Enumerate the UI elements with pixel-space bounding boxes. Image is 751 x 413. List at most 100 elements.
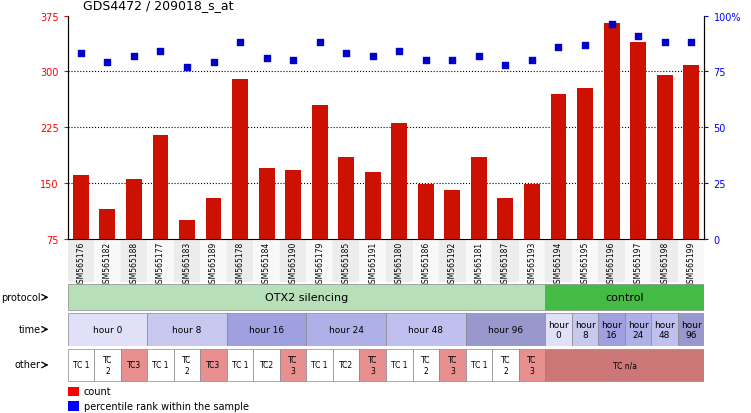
Text: TC 1: TC 1 — [471, 361, 487, 370]
Text: GSM565185: GSM565185 — [342, 241, 351, 287]
Point — [446, 58, 458, 64]
Point — [366, 53, 379, 60]
Point — [420, 58, 432, 64]
Bar — [333, 349, 360, 381]
Bar — [651, 313, 678, 346]
Bar — [306, 313, 386, 346]
Bar — [227, 313, 306, 346]
Bar — [201, 349, 227, 381]
Text: TC
3: TC 3 — [448, 356, 457, 375]
Bar — [466, 313, 545, 346]
Bar — [68, 17, 94, 282]
Bar — [683, 66, 699, 295]
Point — [685, 40, 697, 47]
Point — [181, 64, 193, 71]
Bar — [492, 17, 519, 282]
Bar — [545, 313, 572, 346]
Bar — [418, 185, 434, 295]
Bar — [68, 285, 545, 311]
Point — [526, 58, 538, 64]
Bar — [466, 17, 492, 282]
Bar — [386, 349, 412, 381]
Bar — [391, 124, 407, 295]
Point — [155, 49, 167, 55]
Bar — [173, 17, 201, 282]
Bar — [412, 17, 439, 282]
Bar — [678, 313, 704, 346]
Bar — [545, 349, 704, 381]
Bar — [360, 349, 386, 381]
Bar — [312, 106, 327, 295]
Bar — [94, 17, 121, 282]
Bar — [152, 135, 168, 295]
Bar — [227, 17, 253, 282]
Text: GSM565197: GSM565197 — [634, 241, 643, 287]
Bar — [625, 17, 651, 282]
Bar — [147, 17, 173, 282]
Bar — [227, 349, 253, 381]
Text: hour 8: hour 8 — [172, 325, 202, 334]
Bar — [545, 285, 704, 311]
Text: TC
2: TC 2 — [182, 356, 192, 375]
Bar — [439, 17, 466, 282]
Text: TC3: TC3 — [207, 361, 221, 370]
Text: GSM565196: GSM565196 — [607, 241, 616, 287]
Bar — [572, 17, 599, 282]
Point — [261, 55, 273, 62]
Bar — [253, 349, 280, 381]
Bar — [599, 17, 625, 282]
Point — [128, 53, 140, 60]
Text: hour 0: hour 0 — [92, 325, 122, 334]
Point — [207, 60, 219, 66]
Text: GSM565179: GSM565179 — [315, 241, 324, 287]
Bar — [577, 88, 593, 295]
Point — [340, 51, 352, 58]
Bar — [121, 17, 147, 282]
Bar — [471, 157, 487, 295]
Bar — [519, 17, 545, 282]
Bar — [439, 349, 466, 381]
Text: GSM565184: GSM565184 — [262, 241, 271, 287]
Bar — [445, 191, 460, 295]
Text: GSM565182: GSM565182 — [103, 241, 112, 287]
Text: GSM565195: GSM565195 — [581, 241, 590, 287]
Text: GSM565192: GSM565192 — [448, 241, 457, 287]
Bar — [280, 17, 306, 282]
Point — [314, 40, 326, 47]
Bar — [604, 24, 620, 295]
Text: hour 48: hour 48 — [409, 325, 443, 334]
Point — [659, 40, 671, 47]
Text: protocol: protocol — [1, 292, 41, 302]
Text: control: control — [605, 292, 644, 303]
Text: TC
3: TC 3 — [288, 356, 298, 375]
Bar — [651, 17, 678, 282]
Text: TC
2: TC 2 — [501, 356, 510, 375]
Bar — [466, 349, 492, 381]
Text: GSM565189: GSM565189 — [209, 241, 218, 287]
Bar — [386, 313, 466, 346]
Bar — [524, 185, 540, 295]
Text: GSM565183: GSM565183 — [182, 241, 192, 287]
Bar — [258, 169, 275, 295]
Bar — [599, 313, 625, 346]
Text: GSM565177: GSM565177 — [156, 241, 165, 287]
Text: hour
24: hour 24 — [628, 320, 648, 339]
Bar — [126, 180, 142, 295]
Point — [499, 62, 511, 69]
Text: count: count — [83, 386, 111, 396]
Text: percentile rank within the sample: percentile rank within the sample — [83, 401, 249, 411]
Text: GSM565178: GSM565178 — [236, 241, 245, 287]
Text: GSM565176: GSM565176 — [77, 241, 86, 287]
Text: hour
16: hour 16 — [602, 320, 622, 339]
Text: GSM565180: GSM565180 — [395, 241, 404, 287]
Bar — [625, 313, 651, 346]
Point — [287, 58, 299, 64]
Text: hour
96: hour 96 — [681, 320, 701, 339]
Bar — [630, 43, 646, 295]
Bar — [550, 95, 566, 295]
Bar — [656, 76, 673, 295]
Point — [579, 42, 591, 49]
Bar — [412, 349, 439, 381]
Text: GSM565186: GSM565186 — [421, 241, 430, 287]
Bar — [519, 349, 545, 381]
